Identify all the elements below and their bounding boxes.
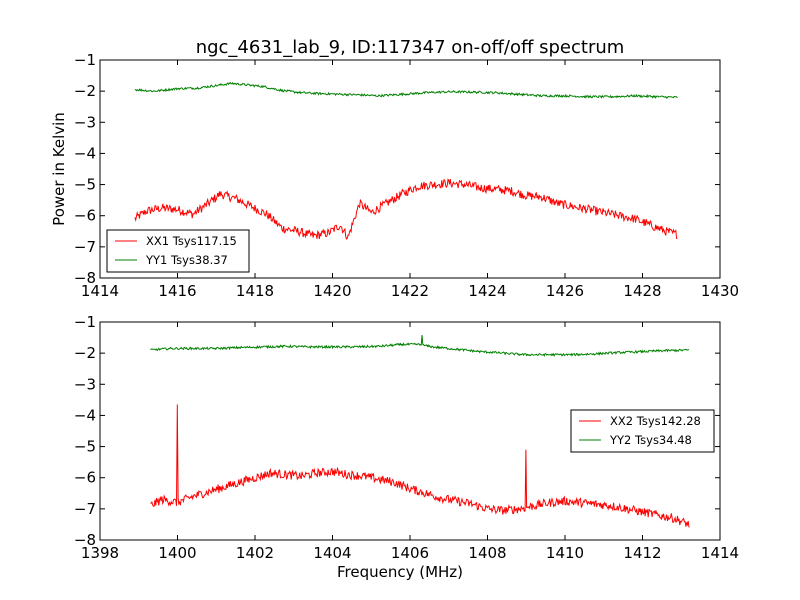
x-tick-label: 1426 bbox=[546, 282, 584, 300]
x-tick-label: 1406 bbox=[391, 544, 429, 562]
y-tick-label: −7 bbox=[74, 500, 96, 518]
chart-title: ngc_4631_lab_9, ID:117347 on-off/off spe… bbox=[196, 37, 625, 58]
x-axis-label: Frequency (MHz) bbox=[337, 563, 463, 581]
x-tick-label: 1404 bbox=[313, 544, 351, 562]
x-tick-label: 1414 bbox=[81, 282, 119, 300]
y-tick-label: −5 bbox=[74, 176, 96, 194]
y-tick-label: −3 bbox=[74, 113, 96, 131]
x-tick-label: 1422 bbox=[391, 282, 429, 300]
y-tick-label: −5 bbox=[74, 438, 96, 456]
x-tick-label: 1400 bbox=[158, 544, 196, 562]
y-tick-label: −4 bbox=[74, 144, 96, 162]
x-tick-label: 1398 bbox=[81, 544, 119, 562]
legend: XX2 Tsys142.28 YY2 Tsys34.48 bbox=[570, 409, 715, 453]
x-tick-label: 1408 bbox=[468, 544, 506, 562]
legend-label: XX2 Tsys142.28 bbox=[610, 414, 701, 428]
axes-layer: 1414 1416 1418 1420 1422 1424 1426 1428 1430 −8 −7… bbox=[50, 51, 739, 581]
x-tick-label: 1402 bbox=[236, 544, 274, 562]
y-axis-label: Power in Kelvin bbox=[50, 112, 68, 226]
x-tick-label: 1414 bbox=[701, 544, 739, 562]
legend-box bbox=[106, 229, 250, 273]
x-tick-label: 1410 bbox=[546, 544, 584, 562]
x-tick-label: 1430 bbox=[701, 282, 739, 300]
y-tick-label: −2 bbox=[74, 344, 96, 362]
y-tick-label: −2 bbox=[74, 82, 96, 100]
y-tick-label: −1 bbox=[74, 51, 96, 69]
axes-1: 1414 1416 1418 1420 1422 1424 1426 1428 1430 −8 −7… bbox=[50, 51, 739, 300]
x-tick-label: 1416 bbox=[158, 282, 196, 300]
y-tick-label: −3 bbox=[74, 375, 96, 393]
legend-label: YY2 Tsys34.48 bbox=[609, 433, 692, 447]
legend-box bbox=[570, 409, 715, 453]
legend: XX1 Tsys117.15 YY1 Tsys38.37 bbox=[106, 229, 250, 273]
y-tick-label: −8 bbox=[74, 269, 96, 287]
y-tick-label: −6 bbox=[74, 469, 96, 487]
series-line-1-2 bbox=[134, 81, 678, 99]
x-tick-label: 1412 bbox=[623, 544, 661, 562]
legend-label: XX1 Tsys117.15 bbox=[146, 234, 237, 248]
y-tick-label: −7 bbox=[74, 238, 96, 256]
series-line-1-1 bbox=[134, 178, 678, 240]
y-tick-label: −6 bbox=[74, 207, 96, 225]
legend-label: YY1 Tsys38.37 bbox=[145, 253, 228, 267]
series-line-2-1 bbox=[150, 404, 690, 528]
x-tick-label: 1418 bbox=[236, 282, 274, 300]
y-tick-label: −1 bbox=[74, 313, 96, 331]
series-line-2-2 bbox=[150, 335, 690, 358]
axes-2: 1398 1400 1402 1404 1406 1408 1410 1412 1414 −8 −7… bbox=[74, 313, 739, 581]
x-tick-label: 1420 bbox=[313, 282, 351, 300]
x-tick-label: 1424 bbox=[468, 282, 506, 300]
y-tick-label: −4 bbox=[74, 406, 96, 424]
y-tick-label: −8 bbox=[74, 531, 96, 549]
x-tick-label: 1428 bbox=[623, 282, 661, 300]
